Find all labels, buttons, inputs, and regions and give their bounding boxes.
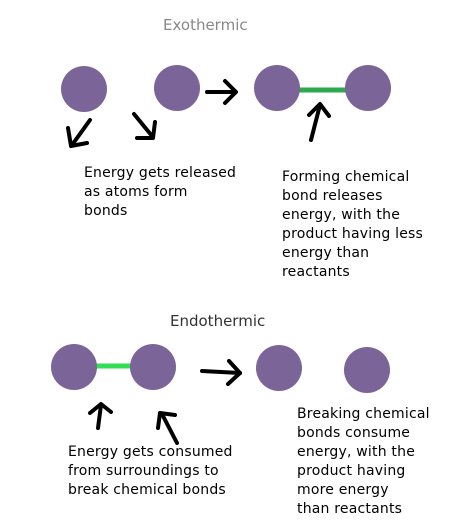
endo-reactant-atom-2 bbox=[130, 344, 176, 390]
caption-line: energy than bbox=[282, 245, 370, 261]
exo-bond-pointer-arrow bbox=[307, 102, 331, 142]
caption-line: bond releases bbox=[282, 188, 383, 204]
exo-caption-left: Energy gets released as atoms form bonds bbox=[84, 164, 236, 221]
caption-line: bonds consume bbox=[297, 425, 411, 441]
caption-line: Breaking chemical bbox=[297, 406, 430, 422]
caption-line: Forming chemical bbox=[282, 169, 410, 185]
endo-energy-arrow-right bbox=[156, 411, 179, 445]
endo-caption-right: Breaking chemical bonds consume energy, … bbox=[297, 405, 430, 519]
caption-line: from surroundings to bbox=[68, 463, 219, 479]
exo-product-atom-1 bbox=[254, 65, 300, 111]
exo-product-atom-2 bbox=[345, 65, 391, 111]
caption-line: more energy bbox=[297, 482, 389, 498]
exo-reaction-arrow bbox=[205, 79, 238, 105]
caption-line: than reactants bbox=[297, 501, 403, 517]
endo-product-atom-2 bbox=[344, 347, 390, 393]
caption-line: break chemical bonds bbox=[68, 482, 226, 498]
exothermic-title: Exothermic bbox=[163, 16, 248, 34]
exo-reactant-atom-1 bbox=[61, 66, 107, 112]
caption-line: product having less bbox=[282, 226, 424, 242]
endothermic-title: Endothermic bbox=[170, 312, 266, 330]
exo-energy-arrow-right bbox=[132, 112, 157, 140]
exo-caption-right: Forming chemical bond releases energy, w… bbox=[282, 168, 423, 282]
caption-line: energy, with the bbox=[297, 444, 416, 460]
endo-energy-arrow-left bbox=[88, 402, 113, 430]
caption-line: Energy gets consumed bbox=[68, 444, 233, 460]
caption-line: as atoms form bbox=[84, 184, 188, 200]
caption-line: Energy gets released bbox=[84, 165, 237, 181]
endo-reaction-arrow bbox=[200, 359, 242, 386]
endo-product-atom-1 bbox=[256, 345, 302, 391]
exo-reactant-atom-2 bbox=[154, 65, 200, 111]
caption-line: product having bbox=[297, 463, 406, 479]
endo-reactant-atom-1 bbox=[51, 344, 97, 390]
caption-line: energy, with the bbox=[282, 207, 401, 223]
caption-line: reactants bbox=[282, 264, 350, 280]
exo-energy-arrow-left bbox=[66, 118, 92, 148]
caption-line: bonds bbox=[84, 203, 128, 219]
endo-caption-left: Energy gets consumed from surroundings t… bbox=[68, 443, 233, 500]
